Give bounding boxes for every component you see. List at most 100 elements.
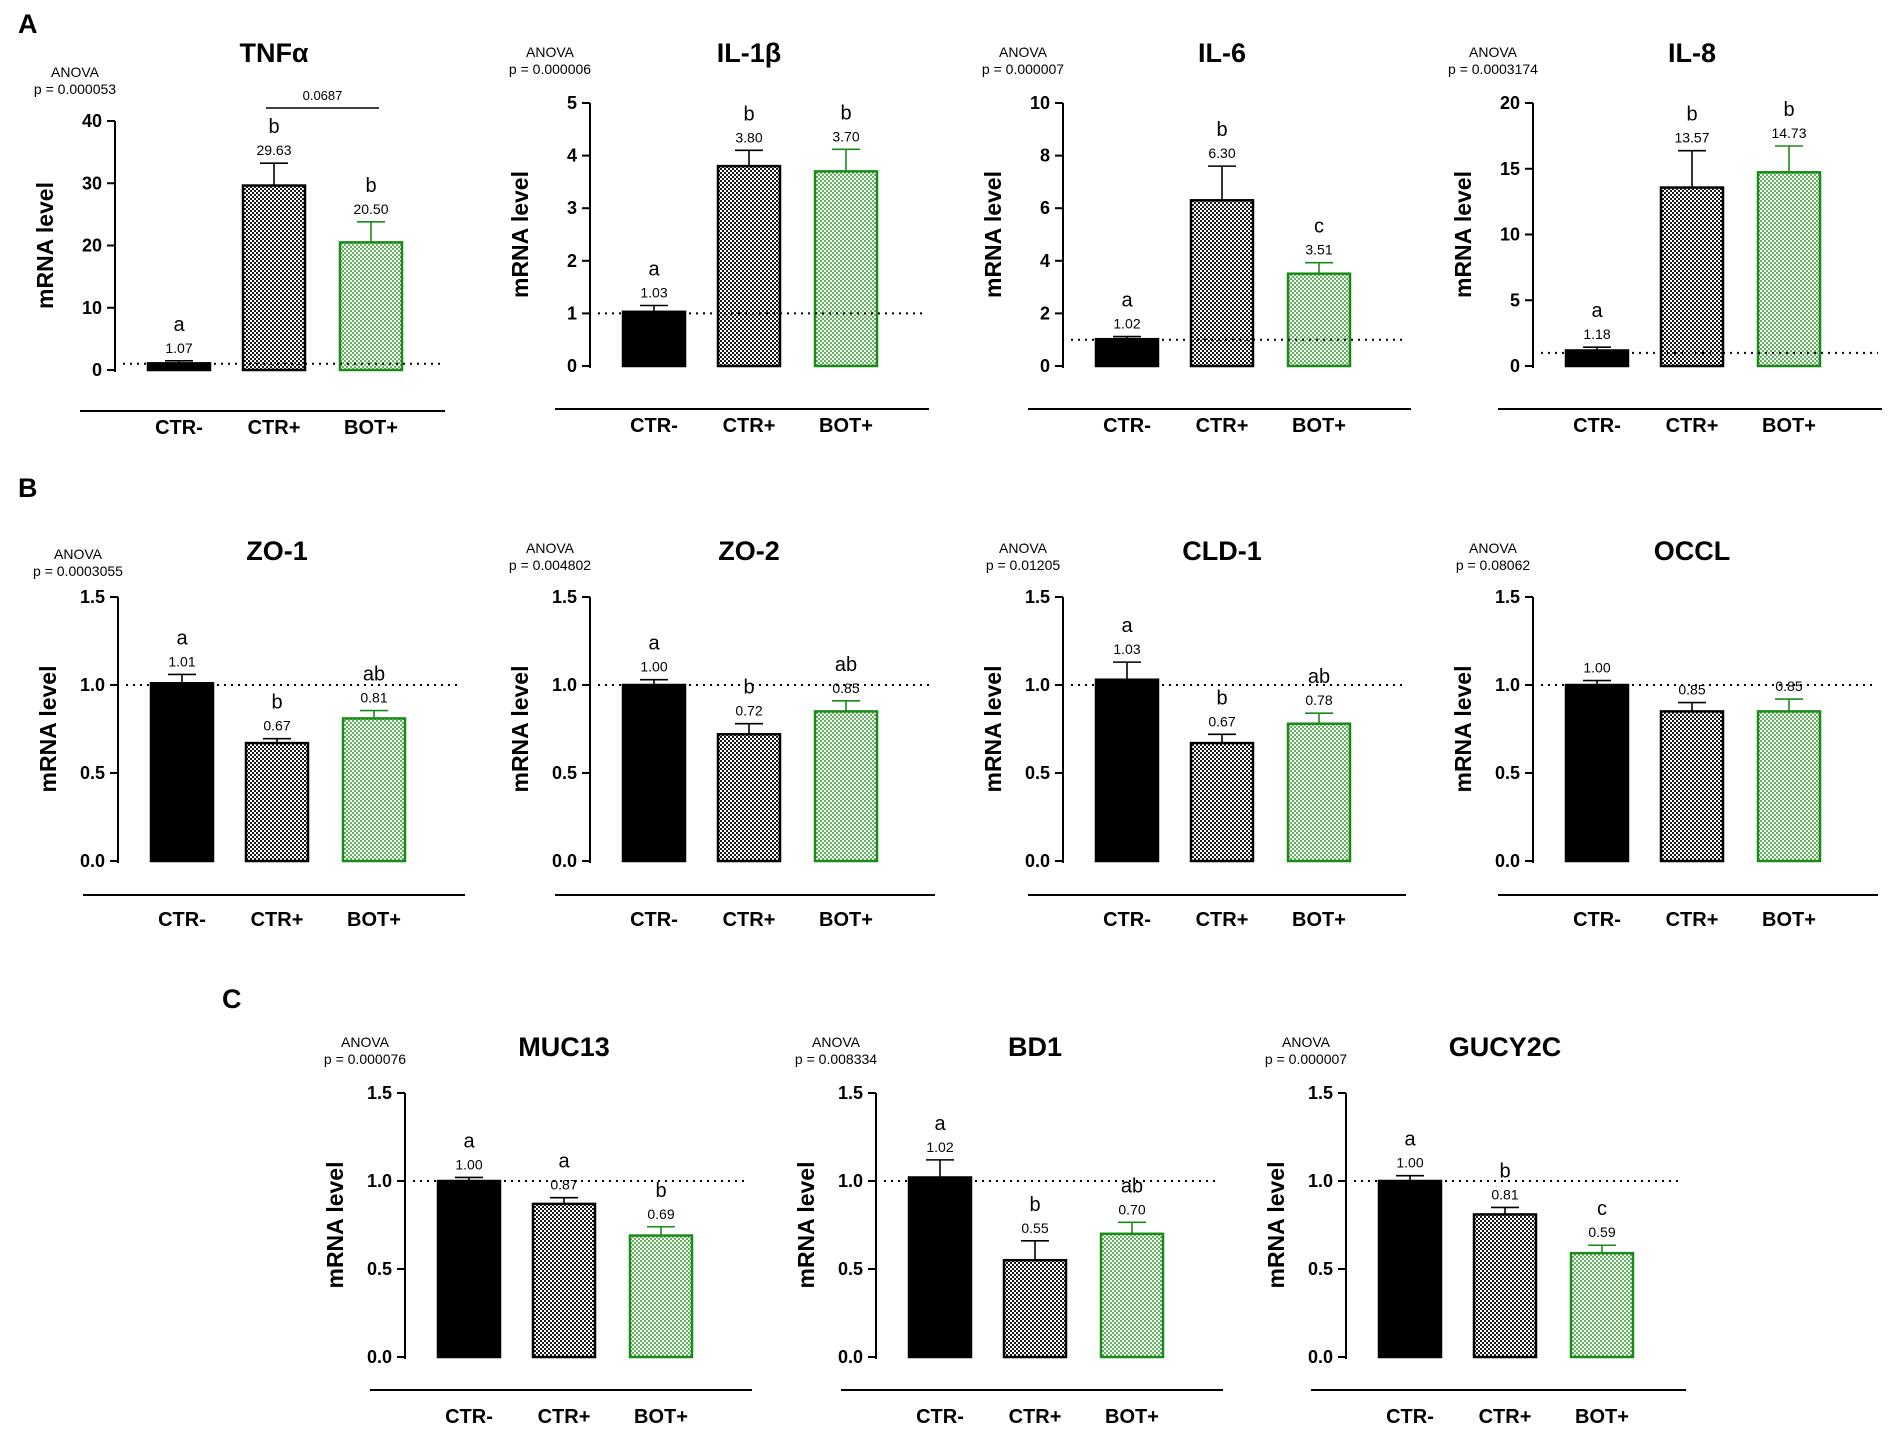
anova-p-value: p = 0.000007 [1265, 1051, 1347, 1067]
x-category-label: BOT+ [1292, 415, 1346, 437]
y-tick-label: 1.0 [367, 1171, 392, 1191]
y-tick-label: 0 [567, 356, 577, 376]
value-label: 14.73 [1771, 125, 1806, 141]
bar-ctr [1472, 1213, 1538, 1359]
y-tick-label: 1.5 [838, 1083, 863, 1103]
y-tick-label: 8 [1040, 146, 1050, 166]
value-label: 0.78 [1305, 692, 1332, 708]
significance-letter: ab [835, 654, 857, 676]
y-tick-label: 0.0 [1495, 851, 1520, 871]
value-label: 1.01 [168, 653, 195, 669]
value-label: 29.63 [256, 142, 291, 158]
y-axis-label: mRNA level [322, 1162, 348, 1289]
y-tick-label: 0.0 [1308, 1347, 1333, 1367]
x-category-label: CTR- [1103, 415, 1151, 437]
bar-ctr [1002, 1258, 1068, 1359]
significance-letter: b [1686, 104, 1697, 126]
x-category-label: BOT+ [634, 1406, 688, 1428]
significance-letter: b [268, 116, 279, 138]
y-tick-label: 0.5 [1495, 763, 1520, 783]
anova-label: ANOVA [51, 64, 100, 80]
anova-label: ANOVA [999, 44, 1048, 60]
significance-letter: b [271, 692, 282, 714]
anova-p-value: p = 0.004802 [509, 557, 591, 573]
x-category-label: CTR- [630, 909, 678, 931]
y-axis-label: mRNA level [1263, 1162, 1289, 1289]
bar-ctr [716, 733, 782, 863]
bar-bot [1286, 272, 1352, 368]
value-label: 0.85 [1775, 678, 1802, 694]
y-tick-label: 2 [1040, 303, 1050, 323]
x-category-label: CTR+ [1666, 415, 1719, 437]
bar-ctr [621, 310, 687, 368]
x-category-label: CTR- [158, 909, 206, 931]
bracket-p-value: 0.0687 [303, 88, 343, 103]
significance-letter: b [743, 677, 754, 699]
y-tick-label: 1.0 [80, 675, 105, 695]
y-axis-label: mRNA level [507, 666, 533, 793]
bar-ctr [241, 184, 307, 372]
bar-ctr [1659, 186, 1725, 368]
significance-letter: b [1216, 687, 1227, 709]
y-axis-label: mRNA level [980, 666, 1006, 793]
bar-bot [1569, 1251, 1635, 1359]
chart-title: TNFα [239, 38, 308, 68]
y-tick-label: 10 [1500, 225, 1520, 245]
x-category-label: CTR+ [723, 909, 776, 931]
y-tick-label: 20 [82, 236, 102, 256]
bar-bot [341, 717, 407, 863]
x-category-label: BOT+ [347, 909, 401, 931]
y-tick-label: 6 [1040, 198, 1050, 218]
significance-letter: a [1121, 290, 1133, 312]
value-label: 0.67 [263, 718, 290, 734]
y-axis-label: mRNA level [1450, 666, 1476, 793]
anova-p-value: p = 0.01205 [986, 557, 1061, 573]
x-category-label: BOT+ [344, 417, 398, 439]
y-axis-label: mRNA level [1450, 171, 1476, 298]
chart-title: IL-1β [717, 38, 781, 68]
y-tick-label: 1.5 [367, 1083, 392, 1103]
significance-letter: a [648, 259, 660, 281]
significance-letter: b [840, 102, 851, 124]
x-category-label: CTR- [630, 415, 678, 437]
anova-label: ANOVA [526, 540, 575, 556]
panel-label-a: A [18, 9, 38, 39]
chart-title: GUCY2C [1449, 1032, 1562, 1062]
bar-ctr [1094, 678, 1160, 863]
anova-p-value: p = 0.000076 [324, 1051, 406, 1067]
x-category-label: BOT+ [1292, 909, 1346, 931]
bar-bot [1099, 1232, 1165, 1359]
significance-letter: ab [363, 664, 385, 686]
y-tick-label: 0.5 [838, 1259, 863, 1279]
x-category-label: CTR+ [1196, 909, 1249, 931]
significance-letter: b [1499, 1160, 1510, 1182]
panel-label-c: C [222, 984, 242, 1014]
significance-letter: ab [1121, 1175, 1143, 1197]
y-tick-label: 0.0 [367, 1347, 392, 1367]
y-tick-label: 0.0 [80, 851, 105, 871]
y-tick-label: 0 [1040, 356, 1050, 376]
anova-label: ANOVA [812, 1034, 861, 1050]
value-label: 0.70 [1118, 1201, 1145, 1217]
value-label: 3.51 [1305, 242, 1332, 258]
anova-label: ANOVA [526, 44, 575, 60]
bar-bot [813, 710, 879, 863]
value-label: 13.57 [1674, 130, 1709, 146]
chart-title: OCCL [1654, 536, 1731, 566]
x-category-label: CTR+ [248, 417, 301, 439]
y-tick-label: 5 [1510, 290, 1520, 310]
value-label: 0.67 [1208, 713, 1235, 729]
x-category-label: CTR- [1573, 909, 1621, 931]
value-label: 20.50 [353, 201, 388, 217]
significance-letter: b [743, 103, 754, 125]
x-category-label: BOT+ [1762, 909, 1816, 931]
bar-ctr [1189, 741, 1255, 863]
value-label: 1.00 [1583, 660, 1610, 676]
